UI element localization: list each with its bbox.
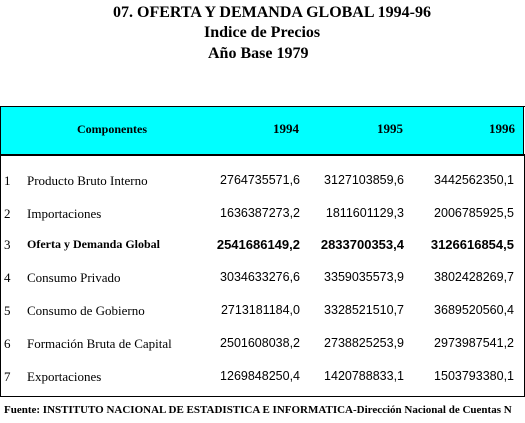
value-1995: 3359035573,9	[324, 270, 404, 284]
table-row: 7 Exportaciones 1269848250,4 1420788833,…	[0, 369, 525, 389]
table-header: Componentes 1994 1995 1996	[0, 107, 524, 156]
row-number: 4	[4, 270, 11, 285]
value-1995: 2738825253,9	[324, 336, 404, 350]
value-1995: 3127103859,6	[324, 173, 404, 187]
value-1996: 3442562350,1	[434, 173, 514, 187]
row-label: Consumo de Gobierno	[27, 303, 145, 318]
value-1996: 1503793380,1	[434, 369, 514, 383]
row-label: Producto Bruto Interno	[27, 173, 148, 188]
row-number: 7	[4, 369, 11, 384]
value-1996: 3689520560,4	[434, 303, 514, 317]
data-table: Componentes 1994 1995 1996 1 Producto Br…	[0, 106, 525, 397]
value-1996: 3802428269,7	[434, 270, 514, 284]
row-label: Oferta y Demanda Global	[27, 237, 160, 251]
table-row: 2 Importaciones 1636387273,2 1811601129,…	[0, 206, 525, 226]
row-label: Exportaciones	[27, 369, 102, 384]
value-1996: 2006785925,5	[434, 206, 514, 220]
page-title: 07. OFERTA Y DEMANDA GLOBAL 1994-96	[113, 4, 431, 21]
table-left-border	[0, 154, 1, 396]
header-year-1995: 1995	[377, 121, 403, 136]
header-year-1996: 1996	[489, 121, 515, 136]
row-number: 3	[4, 237, 11, 252]
value-1996: 3126616854,5	[430, 237, 514, 252]
row-label: Consumo Privado	[27, 270, 121, 285]
value-1995: 1420788833,1	[324, 369, 404, 383]
value-1994: 2541686149,2	[216, 237, 300, 252]
header-year-1994: 1994	[273, 121, 299, 136]
value-1994: 2501608038,2	[220, 336, 300, 350]
header-components: Componentes	[77, 122, 148, 136]
value-1994: 1636387273,2	[220, 206, 300, 220]
value-1994: 3034633276,6	[220, 270, 300, 284]
table-row-total: 3 Oferta y Demanda Global 2541686149,2 2…	[0, 237, 525, 257]
source-footnote: Fuente: INSTITUTO NACIONAL DE ESTADISTIC…	[4, 404, 512, 416]
row-number: 1	[4, 173, 11, 188]
table-row: 1 Producto Bruto Interno 2764735571,6 31…	[0, 173, 525, 193]
page-subtitle: Indice de Precios	[204, 24, 321, 41]
base-year-label: Año Base 1979	[208, 45, 309, 62]
row-number: 5	[4, 303, 11, 318]
value-1994: 1269848250,4	[220, 369, 300, 383]
table-row: 4 Consumo Privado 3034633276,6 335903557…	[0, 270, 525, 290]
row-label: Importaciones	[27, 206, 102, 221]
value-1995: 3328521510,7	[324, 303, 404, 317]
value-1995: 2833700353,4	[320, 237, 404, 252]
row-label: Formación Bruta de Capital	[27, 336, 172, 351]
table-row: 6 Formación Bruta de Capital 2501608038,…	[0, 336, 525, 356]
value-1995: 1811601129,3	[325, 206, 404, 220]
value-1996: 2973987541,2	[434, 336, 514, 350]
row-number: 6	[4, 336, 11, 351]
value-1994: 2713181184,0	[220, 303, 300, 317]
row-number: 2	[4, 206, 11, 221]
value-1994: 2764735571,6	[220, 173, 300, 187]
table-row: 5 Consumo de Gobierno 2713181184,0 33285…	[0, 303, 525, 323]
